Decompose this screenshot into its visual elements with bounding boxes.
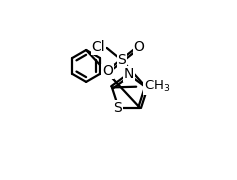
Text: S: S <box>118 53 126 67</box>
Text: CH$_3$: CH$_3$ <box>144 79 170 94</box>
Text: Cl: Cl <box>92 40 105 54</box>
Text: S: S <box>114 101 122 114</box>
Text: N: N <box>124 67 134 81</box>
Text: O: O <box>134 40 145 54</box>
Text: O: O <box>102 64 113 78</box>
